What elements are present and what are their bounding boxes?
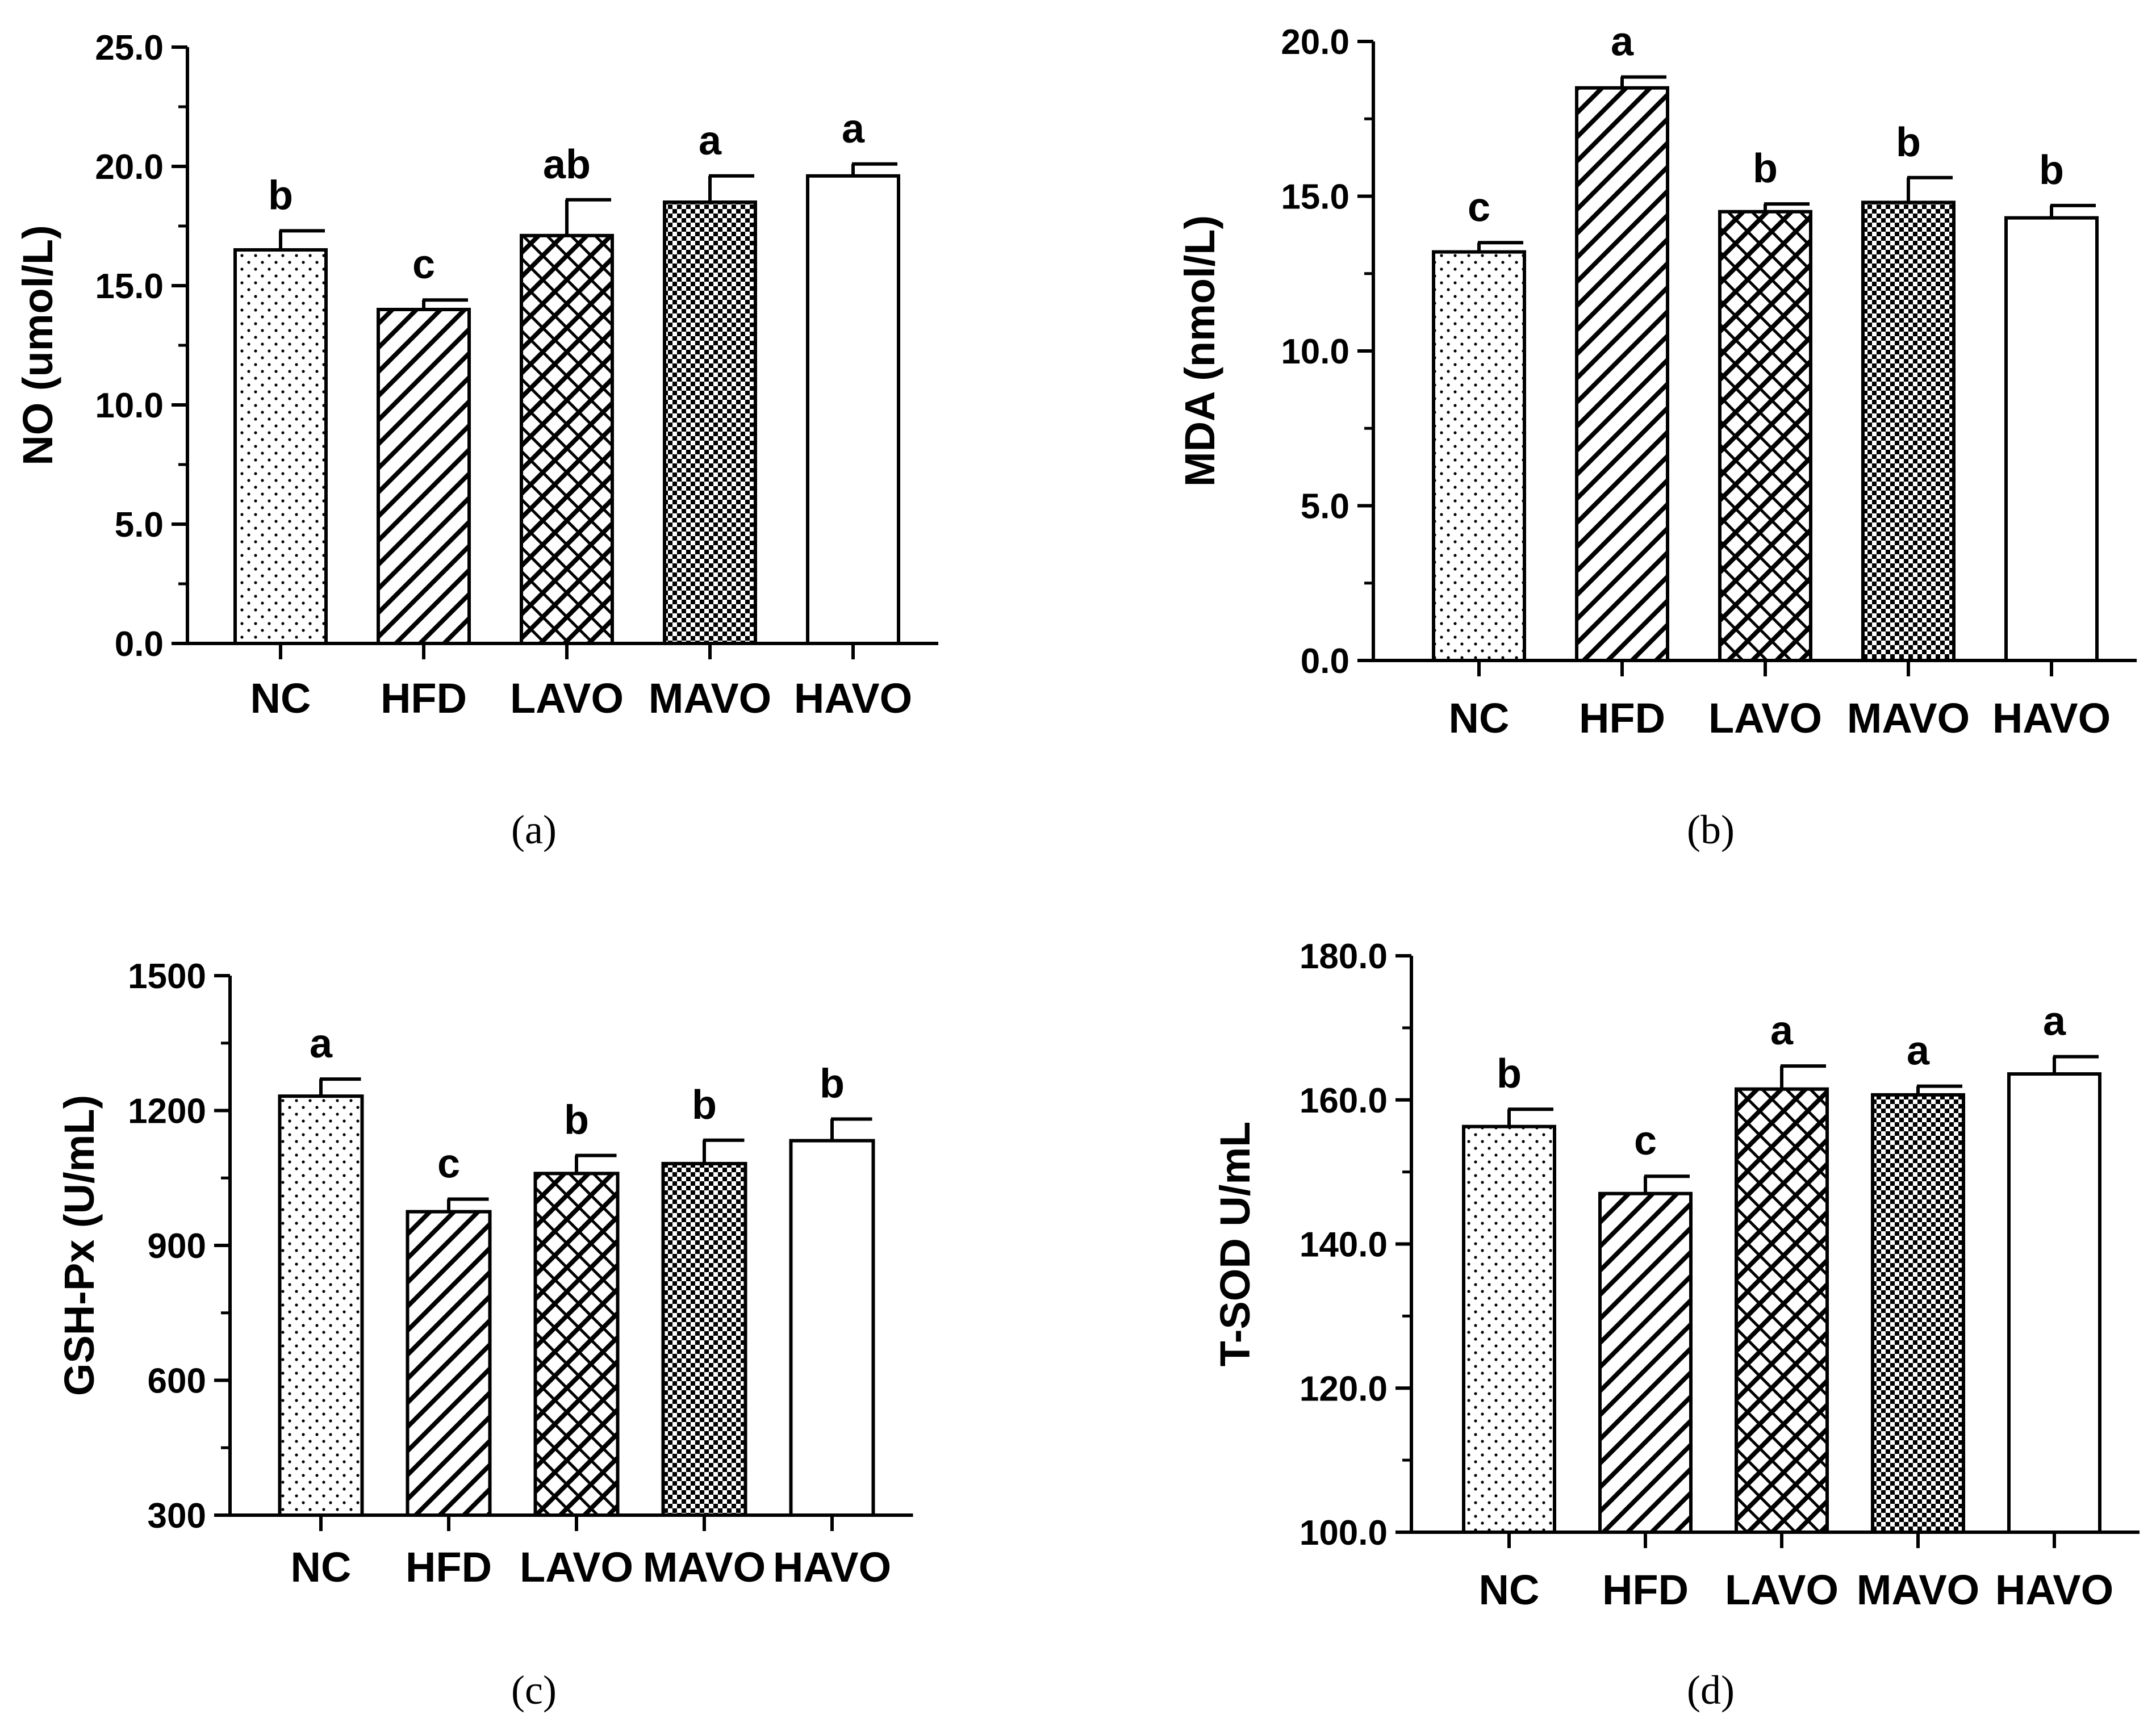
x-tick-label: NC: [1449, 695, 1510, 742]
x-tick-label: LAVO: [1725, 1566, 1839, 1613]
significance-label: a: [310, 1021, 333, 1067]
significance-label: b: [692, 1082, 717, 1128]
y-tick-label: 120.0: [1300, 1369, 1388, 1408]
y-tick-label: 180.0: [1300, 937, 1388, 976]
significance-label: b: [1753, 146, 1778, 191]
significance-label: a: [2043, 999, 2066, 1044]
y-tick-label: 160.0: [1300, 1081, 1388, 1120]
significance-label: c: [1468, 185, 1490, 230]
bar-nc: [233, 248, 328, 645]
significance-label: a: [842, 106, 865, 152]
significance-label: a: [1611, 19, 1634, 65]
significance-label: ab: [543, 142, 591, 187]
bar-mavo: [663, 200, 757, 645]
x-tick-label: HAVO: [1992, 695, 2111, 742]
y-tick-label: 20.0: [95, 148, 164, 187]
bar-nc: [278, 1094, 364, 1517]
significance-label: b: [268, 173, 293, 218]
x-tick-label: NC: [291, 1544, 352, 1591]
bar-mavo: [1861, 200, 1956, 662]
y-tick-label: 5.0: [1301, 487, 1349, 526]
bar-mavo: [1871, 1093, 1965, 1534]
bar-hfd: [1575, 86, 1669, 662]
bar-hfd: [1598, 1191, 1693, 1534]
bar-hfd: [377, 308, 471, 645]
significance-label: c: [412, 242, 435, 287]
panel-c-chart: 300 600 900 1200 1500 GSH-Px (U/mL) NC a HFD c LAV…: [56, 957, 913, 1713]
significance-label: b: [1896, 120, 1921, 165]
y-tick-label: 1500: [128, 957, 206, 996]
y-tick-label: 10.0: [95, 386, 164, 425]
bar-hfd: [406, 1210, 492, 1517]
x-tick-label: LAVO: [1708, 695, 1822, 742]
bar-lavo: [533, 1172, 620, 1517]
bar-havo: [2004, 216, 2099, 662]
y-tick-label: 0.0: [115, 625, 164, 664]
y-axis-title: NO (umol/L): [14, 225, 61, 465]
panel-label: (b): [1687, 807, 1735, 852]
bar-lavo: [1735, 1087, 1829, 1534]
panel-a-chart: 0.0 5.0 10.0 15.0 20.0 25.0 NO (umol/L) NC b HFD c…: [14, 28, 938, 852]
y-tick-label: 0.0: [1301, 642, 1349, 681]
significance-label: a: [1770, 1008, 1794, 1053]
bar-havo: [806, 174, 900, 645]
x-tick-label: LAVO: [520, 1544, 633, 1591]
bar-lavo: [1718, 210, 1812, 662]
significance-label: b: [1497, 1051, 1522, 1097]
y-axis-title: MDA (nmol/L): [1176, 215, 1223, 487]
y-tick-label: 600: [148, 1362, 206, 1401]
x-tick-label: MAVO: [643, 1544, 766, 1591]
bar-mavo: [661, 1161, 747, 1517]
y-tick-label: 15.0: [1281, 178, 1349, 217]
significance-label: c: [437, 1141, 460, 1186]
y-tick-label: 1200: [128, 1092, 206, 1131]
x-tick-label: HAVO: [794, 675, 912, 722]
x-tick-label: HAVO: [1995, 1566, 2113, 1613]
x-tick-label: LAVO: [510, 675, 624, 722]
panel-label: (a): [511, 807, 557, 852]
x-tick-label: NC: [1479, 1566, 1540, 1613]
significance-label: b: [820, 1061, 845, 1107]
panel-b-chart: 0.0 5.0 10.0 15.0 20.0 MDA (nmol/L) NC c HFD a LAV…: [1176, 19, 2137, 852]
y-tick-label: 100.0: [1300, 1513, 1388, 1553]
y-tick-label: 140.0: [1300, 1226, 1388, 1265]
y-axis-title: T-SOD U/mL: [1211, 1122, 1259, 1367]
x-tick-label: MAVO: [1847, 695, 1970, 742]
panel-label: (d): [1687, 1667, 1735, 1713]
significance-label: a: [1907, 1028, 1930, 1074]
y-tick-label: 15.0: [95, 267, 164, 306]
panel-label: (c): [511, 1667, 557, 1713]
significance-label: b: [564, 1098, 589, 1143]
x-tick-label: HFD: [1579, 695, 1665, 742]
x-tick-label: NC: [250, 675, 311, 722]
bar-nc: [1462, 1124, 1556, 1534]
significance-label: b: [2039, 148, 2064, 193]
significance-label: c: [1634, 1118, 1657, 1164]
y-tick-label: 20.0: [1281, 23, 1349, 62]
x-tick-label: MAVO: [1857, 1566, 1980, 1613]
y-axis-title: GSH-Px (U/mL): [56, 1095, 103, 1396]
bar-lavo: [520, 233, 614, 645]
y-tick-label: 10.0: [1281, 332, 1349, 371]
significance-label: a: [699, 118, 722, 164]
bar-nc: [1432, 250, 1526, 663]
x-tick-label: HFD: [381, 675, 467, 722]
x-tick-label: MAVO: [649, 675, 772, 722]
bar-havo: [2007, 1072, 2101, 1534]
y-tick-label: 25.0: [95, 28, 164, 68]
y-tick-label: 300: [148, 1496, 206, 1536]
y-tick-label: 900: [148, 1227, 206, 1266]
panel-d-chart: 100.0 120.0 140.0 160.0 180.0 T-SOD U/mL NC b HF…: [1211, 937, 2140, 1713]
x-tick-label: HFD: [1602, 1566, 1689, 1613]
x-tick-label: HAVO: [773, 1544, 891, 1591]
y-tick-label: 5.0: [115, 505, 164, 545]
x-tick-label: HFD: [406, 1544, 492, 1591]
bar-havo: [789, 1139, 875, 1517]
